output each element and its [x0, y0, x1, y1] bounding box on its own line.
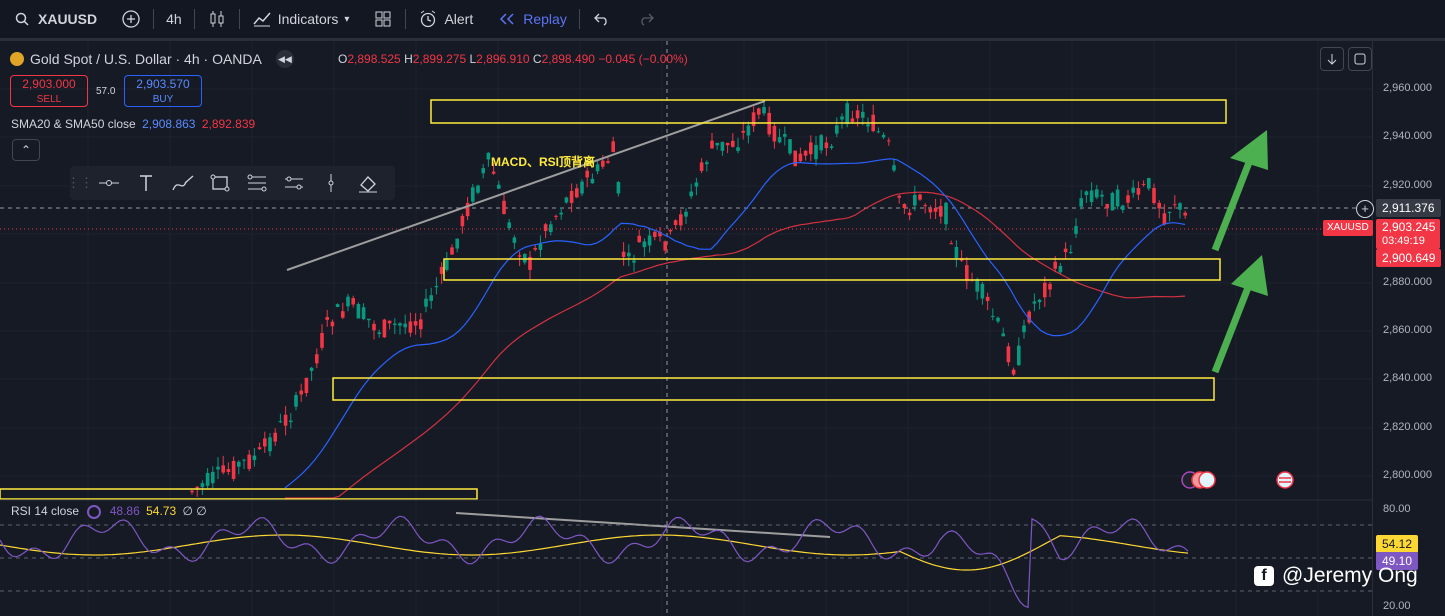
sell-button[interactable]: 2,903.000 SELL [10, 75, 88, 107]
price-tick-label: 2,920.000 [1383, 179, 1432, 191]
vertical-line-tool-icon[interactable] [312, 166, 349, 200]
indicators-label: Indicators [277, 11, 339, 27]
chart-title[interactable]: Gold Spot / U.S. Dollar · 4h · OANDA ◀◀ [10, 50, 294, 68]
rsi-ma-tag: 54.12 [1376, 535, 1419, 553]
grid-icon [373, 9, 393, 29]
search-icon [12, 9, 32, 29]
buy-price: 2,903.570 [136, 77, 190, 91]
bar-countdown: 03:49:19 [1382, 235, 1425, 247]
last-price-tag: 2,903.245 03:49:19 [1376, 219, 1440, 249]
sma20-value: 2,908.863 [142, 117, 196, 131]
add-alert-icon[interactable]: + [1356, 200, 1374, 218]
undo-icon [592, 9, 612, 29]
crosshair-price-tag: 2,911.376 [1376, 199, 1441, 217]
symbol-label: XAUUSD [38, 11, 98, 27]
divider [193, 9, 195, 29]
indicators-icon [252, 9, 272, 29]
fill-tool-icon[interactable] [349, 166, 386, 200]
rewind-icon [497, 9, 517, 29]
sma-legend[interactable]: SMA20 & SMA50 close 2,908.863 2,892.839 [11, 117, 255, 131]
price-tick-label: 2,840.000 [1383, 372, 1432, 384]
price-scale[interactable] [1372, 41, 1445, 616]
watermark-text: @Jeremy Ong [1282, 564, 1418, 587]
redo-button[interactable] [624, 0, 668, 38]
top-toolbar: XAUUSD 4h Indicators ▾ Alert [0, 0, 1445, 41]
sma-price-tag: 2,900.649 [1376, 249, 1442, 267]
symbol-title: Gold Spot / U.S. Dollar · 4h · OANDA [30, 51, 262, 67]
drag-handle-icon[interactable]: ⋮⋮ [67, 175, 93, 190]
gold-coin-icon [10, 52, 24, 66]
divider [578, 9, 580, 29]
alert-label: Alert [444, 11, 474, 27]
chevron-up-icon: ⌃ [20, 143, 32, 157]
plus-circle-icon [121, 9, 141, 29]
interval-label: 4h [166, 11, 182, 27]
author-watermark: f @Jeremy Ong [1254, 564, 1418, 588]
fib-tool-icon[interactable] [238, 166, 275, 200]
spread-value: 57.0 [96, 86, 116, 97]
layout-button[interactable] [361, 0, 405, 38]
price-tick-label: 2,820.000 [1383, 421, 1432, 433]
undo-button[interactable] [580, 0, 624, 38]
scroll-to-latest-button[interactable] [1320, 47, 1344, 71]
rsi-value-tag: 49.10 [1376, 552, 1419, 570]
alarm-clock-icon [418, 9, 438, 29]
buy-label: BUY [152, 94, 174, 105]
divider [405, 9, 407, 29]
alert-button[interactable]: Alert [406, 0, 485, 38]
arrow-down-icon [1327, 54, 1337, 65]
replay-label: Replay [523, 11, 567, 27]
rectangle-tool-icon[interactable] [201, 166, 238, 200]
change-value: −0.045 (−0.00%) [598, 52, 688, 66]
sma50-value: 2,892.839 [201, 117, 256, 131]
brush-tool-icon[interactable] [164, 166, 201, 200]
ohlc-values: O2,898.525 H2,899.275 L2,896.910 C2,898.… [338, 52, 688, 66]
symbol-search[interactable]: XAUUSD [0, 0, 109, 38]
sell-price: 2,903.000 [22, 77, 76, 91]
divider [153, 9, 155, 29]
fullscreen-button[interactable] [1348, 47, 1372, 71]
rsi-label: RSI 14 close [11, 504, 80, 518]
price-tick-label: 2,860.000 [1383, 324, 1432, 336]
last-price: 2,903.245 [1382, 220, 1436, 234]
interval-button[interactable]: 4h [154, 0, 194, 38]
rsi-tick-20: 20.00 [1383, 600, 1411, 612]
chart-type-button[interactable] [195, 0, 239, 38]
price-tick-label: 2,880.000 [1383, 276, 1432, 288]
text-tool-icon[interactable] [127, 166, 164, 200]
fullscreen-icon [1354, 53, 1366, 65]
drawing-toolbar: ⋮⋮ [67, 166, 395, 200]
sma-label: SMA20 & SMA50 close [11, 117, 136, 131]
rsi-ma-value: 54.73 [146, 504, 177, 518]
sell-label: SELL [36, 94, 62, 105]
rsi-settings-icon[interactable] [87, 504, 102, 519]
channel-tool-icon[interactable] [275, 166, 312, 200]
price-tick-label: 2,960.000 [1383, 82, 1432, 94]
collapse-legend-icon[interactable]: ◀◀ [275, 50, 294, 68]
redo-icon [636, 9, 656, 29]
candles-icon [207, 9, 227, 29]
buy-button[interactable]: 2,903.570 BUY [124, 75, 202, 107]
rsi-value: 48.86 [109, 504, 140, 518]
rsi-extra: ∅ ∅ [182, 504, 207, 518]
replay-button[interactable]: Replay [485, 0, 579, 38]
symbol-tag: XAUUSD [1323, 220, 1373, 236]
rsi-legend[interactable]: RSI 14 close 48.86 54.73 ∅ ∅ [11, 504, 207, 519]
chevron-down-icon: ▾ [344, 13, 350, 25]
price-tick-label: 2,940.000 [1383, 130, 1432, 142]
rsi-tick-80: 80.00 [1383, 503, 1411, 515]
divider [238, 9, 240, 29]
collapse-button[interactable]: ⌃ [12, 139, 40, 161]
compare-button[interactable] [109, 0, 153, 38]
line-tool-icon[interactable] [90, 166, 127, 200]
facebook-icon: f [1254, 566, 1274, 586]
price-tick-label: 2,800.000 [1383, 469, 1432, 481]
indicators-button[interactable]: Indicators ▾ [240, 0, 362, 38]
